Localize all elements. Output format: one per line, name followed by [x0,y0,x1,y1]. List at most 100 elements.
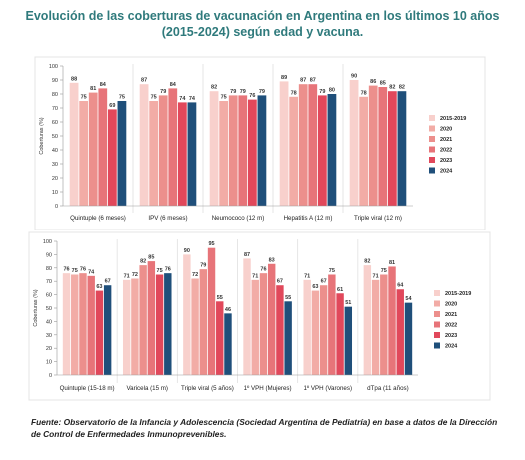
legend-label: 2023 [445,333,457,339]
bar [396,289,404,375]
data-label: 63 [312,284,318,290]
data-label: 71 [124,273,130,279]
bar [62,273,71,375]
legend-swatch [429,167,435,174]
data-label: 79 [259,89,265,95]
bar [149,101,159,206]
category-label: 1º VPH (Varones) [303,385,352,392]
data-label: 86 [370,79,376,85]
data-label: 82 [140,259,146,265]
bar [238,95,248,206]
data-label: 89 [281,75,287,81]
data-label: 76 [165,267,171,273]
y-tick-label: 80 [46,266,52,272]
source-footnote: Fuente: Observatorio de la Infancia y Ad… [31,417,498,439]
bar [349,80,359,206]
bar [359,96,369,206]
bar [344,306,353,375]
legend-label: 2022 [440,148,452,154]
data-label: 87 [141,78,147,84]
bar [87,275,95,375]
bar [224,313,232,375]
data-label: 85 [148,255,154,261]
legend-label: 2015-2019 [440,116,466,122]
data-label: 88 [71,76,77,82]
bar [371,279,380,375]
legend-label: 2024 [445,344,458,350]
legend-swatch [434,311,440,317]
bar [243,258,251,375]
category-label: Neumococo (12 m) [212,215,265,222]
category-label: Quintuple (6 meses) [70,215,126,222]
bar [279,81,289,206]
data-label: 76 [63,267,69,273]
data-label: 90 [351,74,357,80]
data-label: 78 [291,90,297,96]
data-label: 75 [119,95,125,101]
bar [380,274,388,375]
data-label: 82 [389,85,395,91]
legend-swatch [429,125,435,132]
legend-swatch [429,146,435,153]
legend-swatch [434,332,440,338]
bar [209,91,219,206]
data-label: 78 [361,90,367,96]
data-label: 71 [252,273,258,279]
bar [276,285,284,375]
legend-swatch [434,300,440,307]
category-label: Hepatitis A (12 m) [284,215,333,222]
bar [378,87,388,206]
data-label: 95 [208,241,214,247]
y-tick-label: 70 [46,279,52,285]
data-label: 71 [373,273,379,279]
bar [289,96,299,206]
data-label: 82 [399,85,405,91]
y-tick-label: 90 [52,78,58,84]
data-label: 83 [269,257,275,263]
data-label: 55 [217,295,223,301]
bar [71,274,79,375]
data-label: 63 [96,284,102,290]
category-label: IPV (6 meses) [148,215,187,222]
bar [317,95,327,206]
bar [191,278,199,375]
bar [387,91,397,206]
data-label: 69 [109,103,115,109]
data-label: 46 [225,307,231,313]
y-tick-label: 20 [46,346,52,352]
bar [158,95,168,206]
bar [257,95,267,206]
data-label: 80 [329,88,335,94]
data-label: 82 [364,259,370,265]
data-label: 75 [151,95,157,101]
legend-swatch [429,136,435,142]
legend-label: 2021 [445,312,457,318]
data-label: 81 [90,86,96,92]
bar [336,293,344,375]
y-tick-label: 40 [46,319,52,325]
y-axis-label: Coberturas (%) [39,117,45,154]
category-label: Quintuple (15-18 m) [60,385,115,392]
bar [267,263,276,375]
data-label: 75 [157,268,163,274]
bar [131,278,139,375]
data-label: 87 [300,78,306,84]
data-label: 76 [260,267,266,273]
data-label: 67 [277,279,283,285]
y-tick-label: 0 [55,204,58,210]
data-label: 81 [389,260,395,266]
data-label: 72 [132,272,138,278]
y-tick-label: 50 [52,134,58,140]
legend-swatch [429,115,435,121]
data-label: 76 [249,93,255,99]
bar [187,102,197,206]
category-label: Varicela (15 m) [127,385,169,392]
bar [259,273,268,375]
data-label: 75 [329,268,335,274]
data-label: 75 [221,95,227,101]
data-label: 75 [381,268,387,274]
legend-label: 2023 [440,158,452,164]
y-tick-label: 90 [46,252,52,258]
legend-swatch [434,321,440,328]
bar [69,82,79,206]
